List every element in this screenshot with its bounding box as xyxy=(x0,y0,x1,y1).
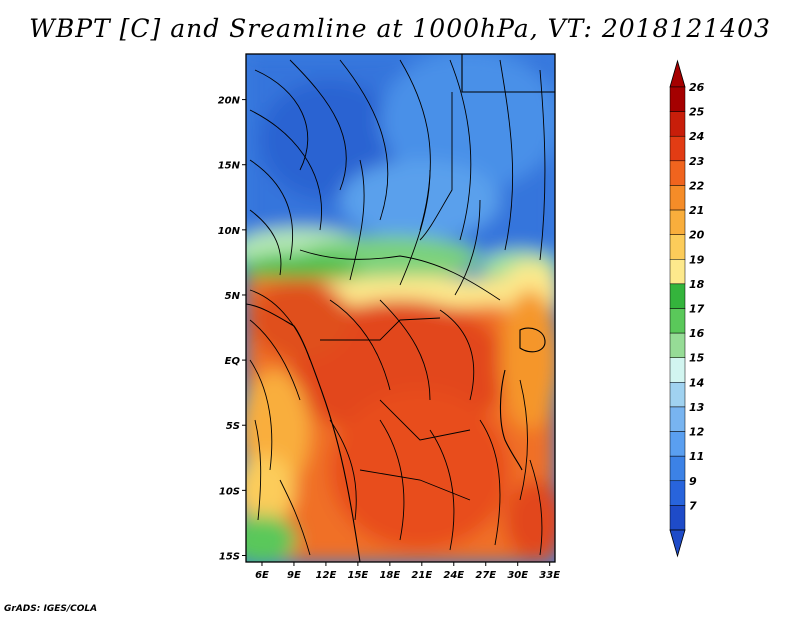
country-border xyxy=(320,317,471,501)
colorbar-label: 19 xyxy=(689,253,705,266)
streamline xyxy=(449,59,472,241)
streamline xyxy=(379,299,431,401)
streamline xyxy=(254,419,262,521)
streamline xyxy=(249,209,282,276)
colorbar-segment xyxy=(669,234,686,260)
colorbar-label: 11 xyxy=(689,450,704,463)
temperature-field xyxy=(246,54,555,562)
lon-label: 27E xyxy=(475,570,496,581)
colorbar-label: 13 xyxy=(689,401,705,414)
colorbar-segment xyxy=(669,332,686,358)
streamline xyxy=(519,379,528,501)
colorbar: 26 25 24 23 22 21 20 19 18 17 16 15 14 13 12 11 9 7 xyxy=(669,59,705,558)
lat-label: EQ xyxy=(225,356,241,367)
streamline xyxy=(349,159,365,281)
lat-label: 10N xyxy=(218,226,241,237)
lon-label: 24E xyxy=(443,570,464,581)
lat-label: 20N xyxy=(218,96,241,107)
colorbar-label: 15 xyxy=(689,352,705,365)
lon-label: 18E xyxy=(379,570,400,581)
streamline xyxy=(429,429,455,551)
colorbar-label: 21 xyxy=(689,204,704,217)
streamline xyxy=(499,59,514,251)
colorbar-segment xyxy=(669,160,686,186)
streamline xyxy=(249,109,322,231)
colorbar-bottom-arrow xyxy=(669,529,686,558)
streamline xyxy=(339,59,389,221)
streamline xyxy=(399,169,431,286)
colorbar-label: 16 xyxy=(689,327,705,340)
colorbar-segment xyxy=(669,505,686,531)
country-border xyxy=(299,92,501,301)
colorbar-segment xyxy=(669,111,686,137)
streamline xyxy=(249,319,301,401)
colorbar-segment xyxy=(669,357,686,383)
latitude-axis: 20N 15N 10N 5N EQ 5S 10S 15S xyxy=(218,96,246,562)
chart-title: WBPT [C] and Sreamline at 1000hPa, VT: 2… xyxy=(29,14,771,43)
colorbar-label: 17 xyxy=(689,303,705,316)
colorbar-segment xyxy=(669,86,686,112)
lon-label: 21E xyxy=(411,570,432,581)
lat-label: 5N xyxy=(225,291,241,302)
colorbar-segment xyxy=(669,185,686,211)
colorbar-segment xyxy=(669,455,686,482)
lat-label: 15S xyxy=(219,551,240,562)
colorbar-label: 22 xyxy=(689,179,705,192)
lake-victoria xyxy=(519,327,546,353)
streamline xyxy=(454,199,481,296)
coastline xyxy=(246,303,361,562)
lon-label: 30E xyxy=(507,570,528,581)
colorbar-label: 20 xyxy=(689,229,705,242)
colorbar-label: 12 xyxy=(689,426,705,439)
streamline xyxy=(379,419,405,541)
streamline xyxy=(529,459,543,556)
lon-label: 9E xyxy=(287,570,301,581)
lat-label: 5S xyxy=(226,421,240,432)
lon-label: 33E xyxy=(539,570,560,581)
colorbar-segment xyxy=(669,308,686,334)
colorbar-top-arrow xyxy=(669,59,686,88)
streamline xyxy=(249,159,294,261)
colorbar-segment xyxy=(669,382,686,408)
lon-label: 6E xyxy=(255,570,269,581)
colorbar-segment xyxy=(669,209,686,235)
colorbar-segment xyxy=(669,135,686,162)
lon-label: 12E xyxy=(316,570,337,581)
colorbar-segment xyxy=(669,431,686,457)
lake-tanganyika xyxy=(499,369,523,471)
colorbar-segment xyxy=(669,480,686,506)
streamline xyxy=(329,299,391,391)
colorbar-label: 24 xyxy=(689,130,704,143)
streamline xyxy=(289,59,347,191)
colorbar-label: 23 xyxy=(689,155,705,168)
colorbar-segment xyxy=(669,259,686,285)
colorbar-label: 25 xyxy=(689,106,705,119)
streamlines xyxy=(246,54,555,562)
grads-credit: GrADS: IGES/COLA xyxy=(4,604,98,614)
colorbar-label: 18 xyxy=(689,278,705,291)
longitude-axis: 6E 9E 12E 15E 18E 21E 24E 27E 30E 33E xyxy=(255,562,560,581)
lon-label: 15E xyxy=(348,570,369,581)
colorbar-segment xyxy=(669,406,686,432)
streamline xyxy=(279,479,311,556)
streamline xyxy=(329,419,357,521)
colorbar-label: 7 xyxy=(689,499,697,512)
lat-label: 10S xyxy=(219,486,240,497)
streamline xyxy=(539,69,546,261)
lat-label: 15N xyxy=(218,161,241,172)
colorbar-label: 26 xyxy=(689,81,705,94)
streamline xyxy=(439,309,475,401)
colorbar-label: 9 xyxy=(689,475,697,488)
streamline xyxy=(399,59,431,231)
streamline xyxy=(479,419,501,546)
streamline xyxy=(249,359,273,471)
colorbar-segment xyxy=(669,283,686,309)
colorbar-label: 14 xyxy=(689,376,704,389)
country-border xyxy=(461,54,555,93)
map-frame xyxy=(245,53,556,563)
